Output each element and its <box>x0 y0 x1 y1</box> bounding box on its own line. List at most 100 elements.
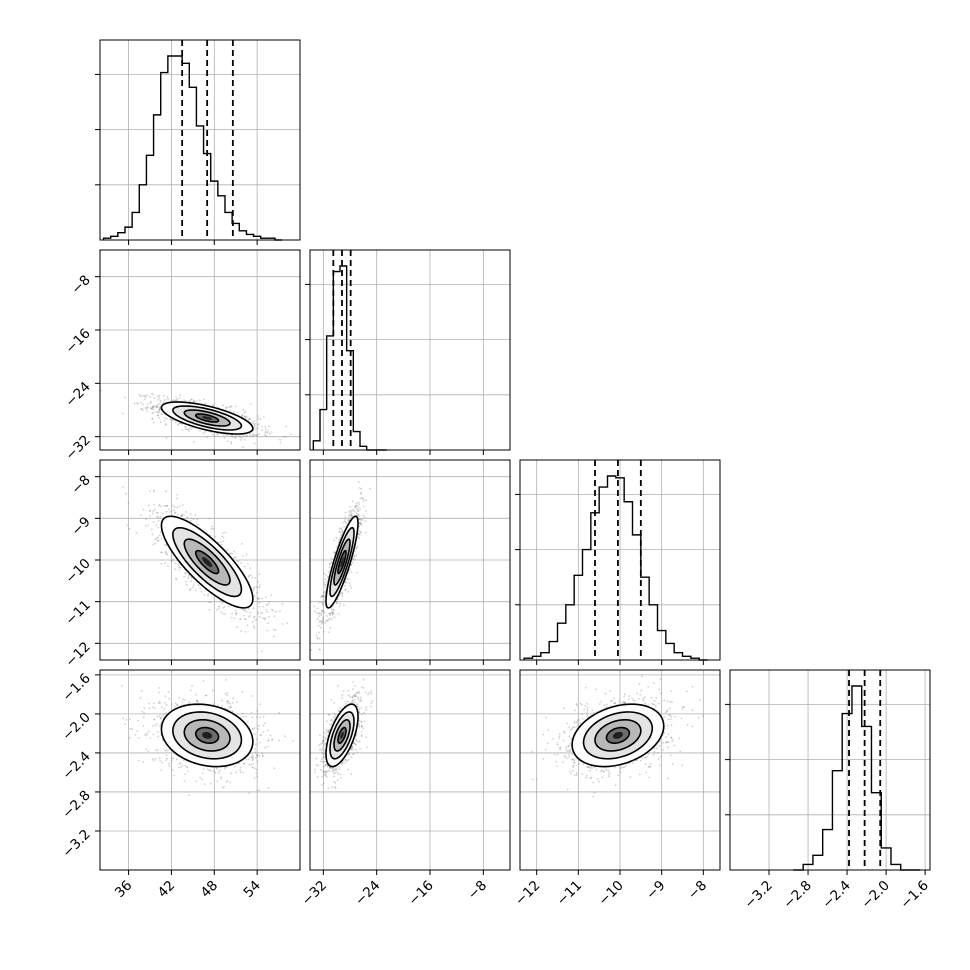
sample-point <box>221 535 224 538</box>
sample-point <box>149 509 152 512</box>
sample-point <box>350 516 353 518</box>
sample-point <box>153 718 155 721</box>
sample-point <box>175 578 178 581</box>
sample-point <box>361 518 364 521</box>
sample-point <box>358 515 361 517</box>
sample-point <box>357 513 359 516</box>
y-tick-label: −9 <box>68 514 93 539</box>
sample-point <box>176 493 179 496</box>
sample-point <box>252 756 254 759</box>
sample-point <box>171 757 174 760</box>
sample-point <box>332 609 335 612</box>
sample-point <box>341 592 344 595</box>
sample-point <box>261 429 264 432</box>
sample-point <box>165 712 168 715</box>
sample-point <box>313 605 316 608</box>
sample-point <box>253 426 256 429</box>
sample-point <box>156 749 159 752</box>
sample-point <box>229 405 232 408</box>
sample-point <box>160 505 162 508</box>
sample-point <box>156 411 159 413</box>
sample-point <box>226 692 229 694</box>
sample-point <box>137 402 139 405</box>
sample-point <box>354 505 356 508</box>
sample-point <box>248 792 251 795</box>
sample-point <box>121 486 124 488</box>
sample-point <box>358 518 360 521</box>
y-tick-label: −32 <box>62 432 93 463</box>
sample-point <box>252 728 254 731</box>
sample-point <box>154 724 157 727</box>
sample-point <box>177 513 179 516</box>
sample-point <box>187 702 190 705</box>
sample-point <box>229 552 232 555</box>
sample-point <box>355 554 358 556</box>
sample-point <box>261 425 264 428</box>
contour-line <box>160 515 254 609</box>
sample-point <box>243 415 246 418</box>
sample-point <box>175 399 178 402</box>
sample-point <box>266 745 269 748</box>
sample-point <box>358 537 361 539</box>
sample-point <box>154 542 156 545</box>
sample-point <box>211 689 214 692</box>
sample-point <box>258 601 260 604</box>
sample-point <box>253 727 256 729</box>
sample-point <box>136 730 139 732</box>
sample-point <box>323 584 326 586</box>
sample-point <box>158 411 160 414</box>
sample-point <box>151 411 154 414</box>
sample-point <box>158 691 161 694</box>
pair-panel-2-1 <box>310 481 371 651</box>
sample-point <box>151 392 153 395</box>
sample-point <box>262 754 264 757</box>
x-tick-label: −2.0 <box>858 878 892 912</box>
sample-point <box>332 539 335 542</box>
sample-point <box>165 552 168 555</box>
sample-point <box>221 601 224 604</box>
sample-point <box>253 419 256 422</box>
sample-point <box>253 615 256 618</box>
sample-point <box>350 563 353 566</box>
sample-point <box>330 557 333 560</box>
sample-point <box>206 768 209 771</box>
sample-point <box>144 395 147 397</box>
sample-point <box>181 513 183 516</box>
sample-point <box>166 395 169 398</box>
sample-point <box>324 586 327 588</box>
sample-point <box>326 619 329 622</box>
sample-point <box>362 505 365 508</box>
sample-point <box>355 547 358 550</box>
sample-point <box>257 728 260 731</box>
sample-point <box>140 408 142 410</box>
sample-point <box>266 629 269 632</box>
sample-point <box>192 518 195 521</box>
sample-point <box>164 543 167 546</box>
sample-point <box>156 511 159 514</box>
sample-point <box>223 786 225 788</box>
sample-point <box>330 618 333 620</box>
sample-point <box>200 590 203 593</box>
sample-point <box>212 527 215 530</box>
sample-point <box>199 587 201 590</box>
sample-point <box>264 431 267 434</box>
sample-point <box>221 612 224 615</box>
sample-point <box>159 716 162 719</box>
sample-point <box>271 608 273 611</box>
sample-point <box>251 716 254 719</box>
sample-point <box>163 399 166 401</box>
sample-point <box>360 487 363 490</box>
sample-point <box>245 715 247 718</box>
sample-point <box>318 601 320 604</box>
sample-point <box>321 603 324 606</box>
sample-point <box>152 421 155 424</box>
sample-point <box>252 607 255 610</box>
sample-point <box>228 706 231 709</box>
sample-point <box>250 764 253 766</box>
sample-point <box>243 762 246 765</box>
sample-point <box>158 408 161 411</box>
sample-point <box>330 608 333 611</box>
sample-point <box>194 693 197 696</box>
sample-point <box>160 537 163 540</box>
